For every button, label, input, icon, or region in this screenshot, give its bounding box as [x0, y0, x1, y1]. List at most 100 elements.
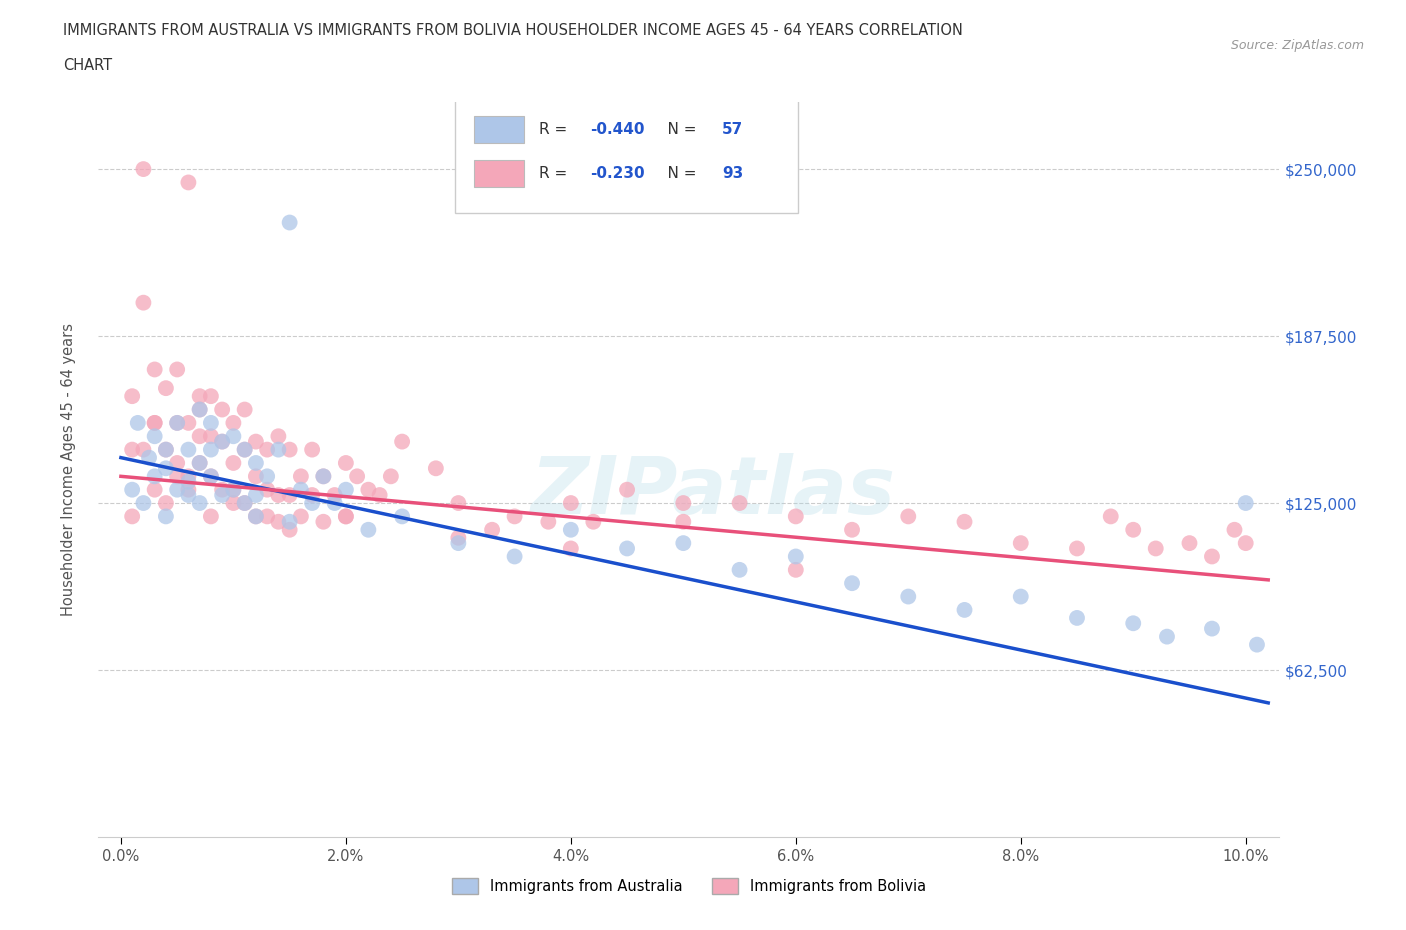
- Point: [222, 429, 245, 444]
- Point: [503, 549, 526, 564]
- Point: [301, 487, 323, 502]
- Point: [143, 483, 166, 498]
- Point: [897, 589, 920, 604]
- Text: CHART: CHART: [63, 58, 112, 73]
- Point: [121, 389, 143, 404]
- Text: -0.440: -0.440: [589, 122, 644, 137]
- Point: [841, 576, 863, 591]
- Point: [188, 389, 211, 404]
- Text: 57: 57: [723, 122, 744, 137]
- Point: [245, 487, 267, 502]
- Point: [143, 416, 166, 431]
- Point: [1122, 523, 1144, 538]
- Point: [166, 483, 188, 498]
- Point: [323, 496, 346, 511]
- Point: [278, 215, 301, 230]
- Point: [560, 523, 582, 538]
- Point: [391, 509, 413, 524]
- Point: [200, 509, 222, 524]
- Point: [121, 483, 143, 498]
- Point: [143, 362, 166, 377]
- Legend: Immigrants from Australia, Immigrants from Bolivia: Immigrants from Australia, Immigrants fr…: [446, 872, 932, 899]
- Point: [233, 496, 256, 511]
- Point: [953, 514, 976, 529]
- Point: [166, 416, 188, 431]
- Point: [425, 461, 447, 476]
- Point: [211, 434, 233, 449]
- Point: [290, 469, 312, 484]
- Point: [211, 487, 233, 502]
- Point: [177, 175, 200, 190]
- Point: [290, 509, 312, 524]
- Point: [166, 416, 188, 431]
- Point: [447, 496, 470, 511]
- Point: [233, 402, 256, 417]
- Point: [155, 380, 177, 395]
- Point: [121, 442, 143, 457]
- Point: [233, 496, 256, 511]
- Text: IMMIGRANTS FROM AUSTRALIA VS IMMIGRANTS FROM BOLIVIA HOUSEHOLDER INCOME AGES 45 : IMMIGRANTS FROM AUSTRALIA VS IMMIGRANTS …: [63, 23, 963, 38]
- Text: ZIPatlas: ZIPatlas: [530, 453, 896, 531]
- Text: -0.230: -0.230: [589, 166, 644, 181]
- Point: [138, 450, 160, 465]
- Point: [278, 442, 301, 457]
- Point: [188, 496, 211, 511]
- Point: [267, 429, 290, 444]
- Point: [177, 416, 200, 431]
- Point: [953, 603, 976, 618]
- Point: [200, 469, 222, 484]
- Point: [1234, 496, 1257, 511]
- Point: [346, 469, 368, 484]
- Point: [245, 469, 267, 484]
- Point: [177, 483, 200, 498]
- Point: [672, 514, 695, 529]
- FancyBboxPatch shape: [474, 116, 523, 142]
- FancyBboxPatch shape: [474, 160, 523, 187]
- Point: [560, 541, 582, 556]
- Point: [222, 456, 245, 471]
- Point: [211, 483, 233, 498]
- Point: [155, 461, 177, 476]
- Point: [211, 434, 233, 449]
- Point: [278, 523, 301, 538]
- Point: [267, 514, 290, 529]
- Point: [256, 442, 278, 457]
- Point: [1099, 509, 1122, 524]
- Point: [127, 416, 149, 431]
- Point: [728, 563, 751, 578]
- Point: [312, 469, 335, 484]
- Point: [380, 469, 402, 484]
- Point: [1178, 536, 1201, 551]
- Point: [357, 523, 380, 538]
- Point: [301, 496, 323, 511]
- Point: [841, 523, 863, 538]
- Point: [267, 487, 290, 502]
- Point: [121, 509, 143, 524]
- Point: [1144, 541, 1167, 556]
- Point: [200, 469, 222, 484]
- Point: [391, 434, 413, 449]
- Point: [335, 509, 357, 524]
- Text: N =: N =: [648, 122, 702, 137]
- Point: [897, 509, 920, 524]
- Text: R =: R =: [538, 166, 572, 181]
- Point: [222, 483, 245, 498]
- Point: [503, 509, 526, 524]
- Point: [301, 442, 323, 457]
- Point: [267, 442, 290, 457]
- Point: [155, 442, 177, 457]
- Point: [188, 456, 211, 471]
- Point: [177, 469, 200, 484]
- Point: [1010, 589, 1032, 604]
- Point: [1066, 541, 1088, 556]
- Point: [335, 509, 357, 524]
- Point: [166, 456, 188, 471]
- Point: [132, 442, 155, 457]
- Point: [447, 530, 470, 545]
- FancyBboxPatch shape: [456, 99, 797, 213]
- Point: [222, 496, 245, 511]
- Point: [245, 509, 267, 524]
- Point: [222, 483, 245, 498]
- Point: [616, 483, 638, 498]
- Point: [560, 496, 582, 511]
